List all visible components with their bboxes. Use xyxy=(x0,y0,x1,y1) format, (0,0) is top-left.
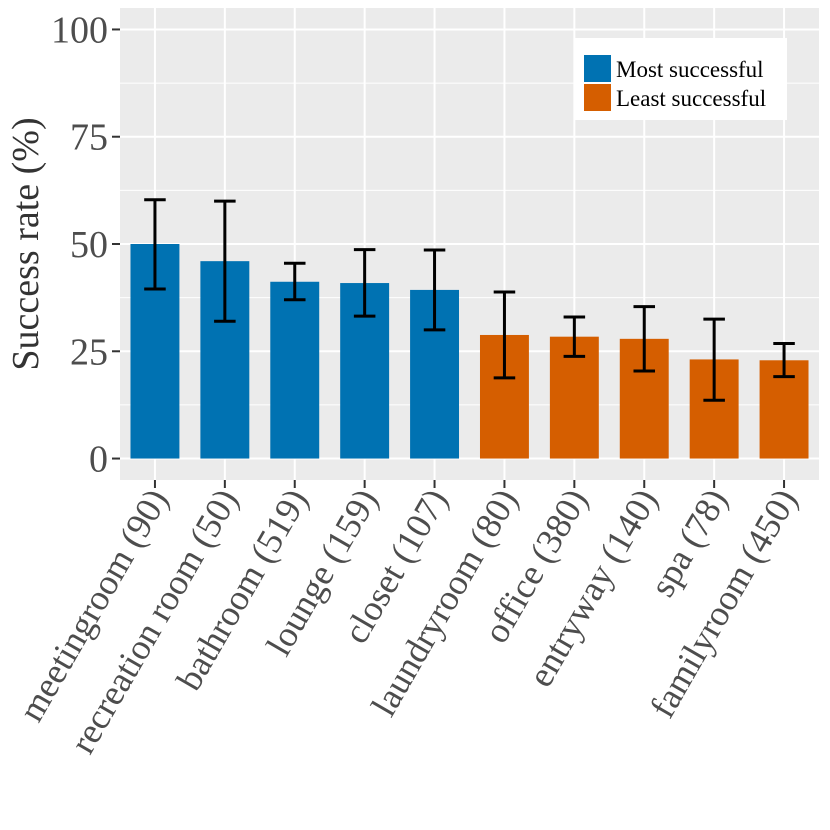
y-tick-label: 0 xyxy=(89,439,108,481)
error-bar xyxy=(353,248,376,318)
error-bar xyxy=(214,199,236,323)
error-bar xyxy=(423,248,446,332)
y-tick-label: 50 xyxy=(70,224,108,266)
y-tick-label: 25 xyxy=(70,331,108,373)
error-bar xyxy=(283,261,306,302)
legend-swatch xyxy=(584,55,611,82)
bars xyxy=(130,244,809,459)
error-bar xyxy=(563,315,586,358)
error-bar xyxy=(773,342,795,379)
bar xyxy=(270,281,320,459)
legend: Most successful Least successful xyxy=(574,38,787,120)
legend-label: Least successful xyxy=(616,86,766,111)
legend-label: Most successful xyxy=(616,57,764,82)
error-bar xyxy=(493,290,516,380)
x-axis: meetingroom (90)recreation room (50)bath… xyxy=(11,480,805,760)
y-axis: 0 25 50 75 100 xyxy=(51,9,120,481)
y-tick-label: 75 xyxy=(70,117,108,159)
y-tick-label: 100 xyxy=(51,9,108,51)
y-axis-title: Success rate (%) xyxy=(5,117,47,370)
legend-swatch xyxy=(584,84,611,111)
error-bar xyxy=(703,317,725,402)
error-bar xyxy=(633,305,656,373)
error-bars xyxy=(144,198,795,402)
error-bar xyxy=(144,198,166,291)
